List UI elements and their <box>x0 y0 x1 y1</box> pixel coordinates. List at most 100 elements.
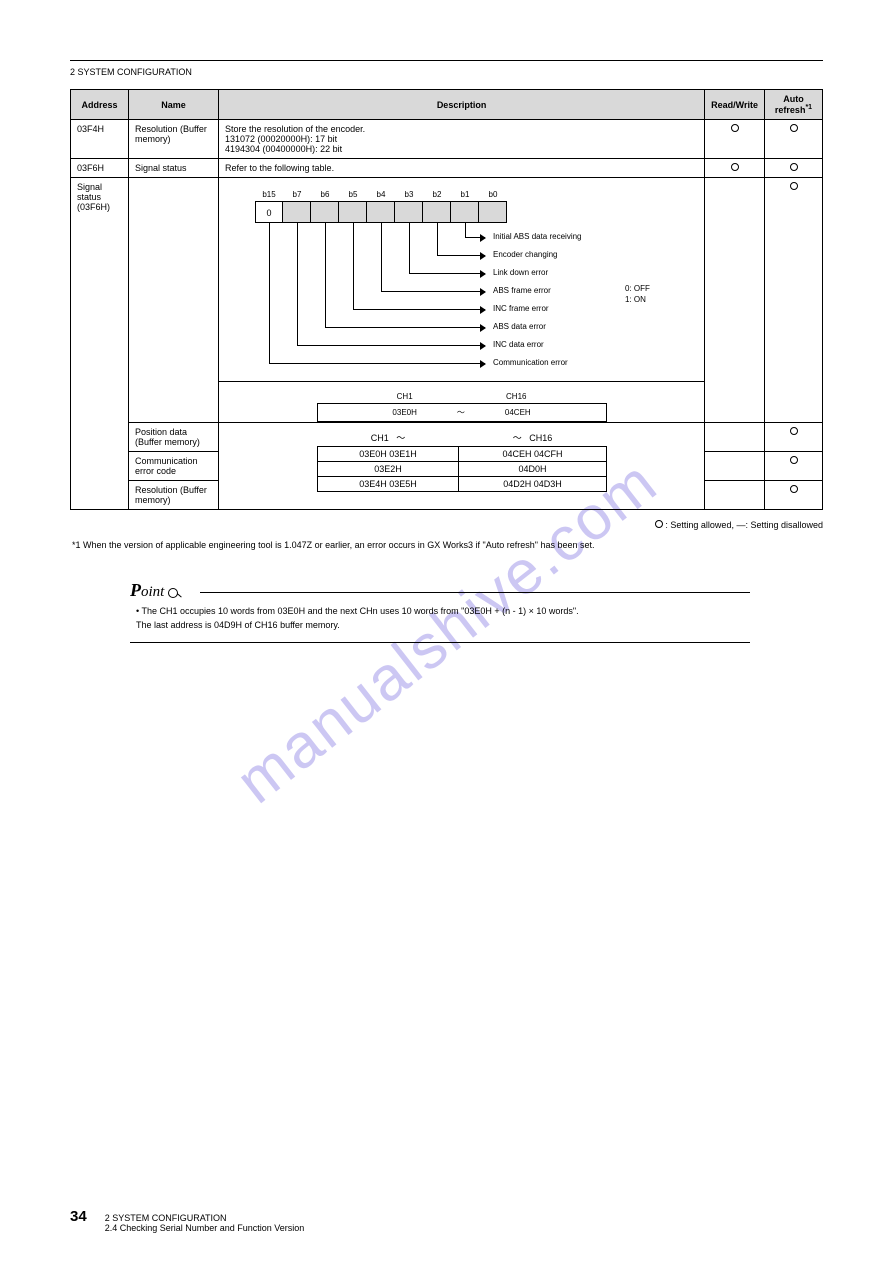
point-line-2: The last address is 04D9H of CH16 buffer… <box>136 620 340 630</box>
axis-cell: 03E2H <box>317 462 459 477</box>
cell-auto <box>765 481 823 510</box>
table-row: 03F4H Resolution (Buffer memory) Store t… <box>71 120 823 159</box>
desc-ln: 4194304 (00400000H): 22 bit <box>225 144 342 154</box>
table-legend: : Setting allowed, —: Setting disallowed <box>70 520 823 530</box>
point-line-1: • The CH1 occupies 10 words from 03E0H a… <box>136 606 579 616</box>
axis-address-table: CH1 ～～ CH16 03E0H 03E1H04CEH 04CFH 03E2H… <box>317 429 607 492</box>
bit-header-row: b15 b7 b6 b5 b4 b3 b2 b1 b0 <box>225 190 698 199</box>
bit-hdr: b15 <box>255 190 283 199</box>
cell-rw <box>705 178 765 423</box>
cell-address: 03F4H <box>71 120 129 159</box>
bit-label: INC data error <box>493 340 544 349</box>
axis-range-top: 03E0H ～ 04CEH <box>317 403 607 422</box>
axis-cell: 04D0H <box>459 462 606 477</box>
bit-box <box>283 201 311 223</box>
cell-address: Signal status (03F6H) <box>71 178 129 510</box>
cell-rw <box>705 423 765 452</box>
th-description: Description <box>219 90 705 120</box>
cell-auto <box>765 159 823 178</box>
desc-ln: Store the resolution of the encoder. <box>225 124 365 134</box>
bit-hdr: b6 <box>311 190 339 199</box>
cell-name: Position data (Buffer memory) <box>129 423 219 452</box>
bit-hdr: b4 <box>367 190 395 199</box>
page-footer: 34 2 SYSTEM CONFIGURATION 2.4 Checking S… <box>70 1208 823 1233</box>
bit-label: Encoder changing <box>493 250 558 259</box>
axis-assignment-box: CH1 CH16 03E0H ～ 04CEH <box>317 392 607 422</box>
bit-box <box>367 201 395 223</box>
cell-rw <box>705 452 765 481</box>
cell-description: Store the resolution of the encoder. 131… <box>219 120 705 159</box>
cell-name <box>129 178 219 423</box>
point-rest: oint <box>141 584 164 600</box>
th-auto: Autorefresh*1 <box>765 90 823 120</box>
axis-cell: 03E4H 03E5H <box>317 477 459 492</box>
th-rw: Read/Write <box>705 90 765 120</box>
bit-hdr: b7 <box>283 190 311 199</box>
cell-description-diagram: b15 b7 b6 b5 b4 b3 b2 b1 b0 0 <box>219 178 705 423</box>
cell-rw <box>705 120 765 159</box>
bit-box <box>423 201 451 223</box>
bit-box <box>451 201 479 223</box>
cell-description: Refer to the following table. <box>219 159 705 178</box>
bit-label: Initial ABS data receiving <box>493 232 582 241</box>
bit-hdr: b1 <box>451 190 479 199</box>
bit-label: INC frame error <box>493 304 549 313</box>
cell-address: 03F6H <box>71 159 129 178</box>
axis-cell: 04D2H 04D3H <box>459 477 606 492</box>
legend-text: : Setting allowed, —: Setting disallowed <box>665 520 823 530</box>
bit-label: Communication error <box>493 358 568 367</box>
desc-ln: 131072 (00020000H): 17 bit <box>225 134 337 144</box>
axis-cell: 04CEH 04CFH <box>459 447 606 462</box>
bit-label: Link down error <box>493 268 548 277</box>
bit-box <box>311 201 339 223</box>
th-address: Address <box>71 90 129 120</box>
axis-range-title: CH1 CH16 <box>317 392 607 401</box>
circle-icon <box>790 124 798 132</box>
point-body: • The CH1 occupies 10 words from 03E0H a… <box>130 593 750 643</box>
cell-rw <box>705 481 765 510</box>
footnote-1: *1 When the version of applicable engine… <box>70 540 823 550</box>
cell-name: Signal status <box>129 159 219 178</box>
cell-rw <box>705 159 765 178</box>
point-callout: Point • The CH1 occupies 10 words from 0… <box>130 580 750 643</box>
cell-auto <box>765 178 823 423</box>
table-row-signal: Signal status (03F6H) b15 b7 b6 b5 b4 b3… <box>71 178 823 423</box>
circle-icon <box>655 520 663 528</box>
cell-auto <box>765 120 823 159</box>
cell-axis-table: CH1 ～～ CH16 03E0H 03E1H04CEH 04CFH 03E2H… <box>219 423 705 510</box>
circle-icon <box>790 485 798 493</box>
point-heading: Point <box>130 580 178 601</box>
table-header-row: Address Name Description Read/Write Auto… <box>71 90 823 120</box>
bit-hdr: b5 <box>339 190 367 199</box>
bit-label: ABS frame error <box>493 286 551 295</box>
bit-values-note: 0: OFF 1: ON <box>625 283 650 305</box>
bit-arrows: Initial ABS data receiving Encoder chang… <box>225 223 698 373</box>
circle-icon <box>790 427 798 435</box>
bit-label: ABS data error <box>493 322 546 331</box>
th-name: Name <box>129 90 219 120</box>
circle-icon <box>731 163 739 171</box>
page-number: 34 <box>70 1208 87 1225</box>
top-section-label: 2 SYSTEM CONFIGURATION <box>70 60 823 77</box>
bit-box <box>339 201 367 223</box>
footer-text-1: 2 SYSTEM CONFIGURATION <box>105 1213 227 1223</box>
circle-icon <box>731 124 739 132</box>
table-row: 03F6H Signal status Refer to the followi… <box>71 159 823 178</box>
axis-cell: 03E0H 03E1H <box>317 447 459 462</box>
cell-name: Resolution (Buffer memory) <box>129 120 219 159</box>
bit-hdr: b3 <box>395 190 423 199</box>
circle-icon <box>790 182 798 190</box>
bit-hdr: b0 <box>479 190 507 199</box>
cell-name: Communication error code <box>129 452 219 481</box>
bit-box: 0 <box>255 201 283 223</box>
bit-box <box>395 201 423 223</box>
point-P: P <box>130 580 141 600</box>
cell-name: Resolution (Buffer memory) <box>129 481 219 510</box>
bit-box <box>479 201 507 223</box>
cell-auto <box>765 452 823 481</box>
circle-icon <box>790 163 798 171</box>
circle-icon <box>790 456 798 464</box>
bit-box-row: 0 <box>225 201 698 223</box>
bit-hdr: b2 <box>423 190 451 199</box>
buffer-memory-table: Address Name Description Read/Write Auto… <box>70 89 823 510</box>
